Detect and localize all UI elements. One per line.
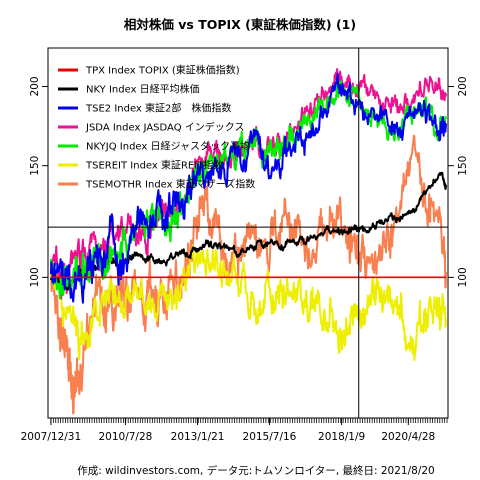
x-tick-label: 2007/12/31: [21, 431, 82, 443]
y-right-tick-label: 150: [457, 156, 469, 176]
legend-label: NKY Index 日経平均株価: [86, 83, 200, 96]
legend-item: JSDA Index JASDAQ インデックス: [58, 121, 244, 134]
y-axis-right: 100 150 200: [448, 76, 469, 287]
legend-label: NKYJQ Index 日経ジャスダック平均: [86, 140, 250, 153]
legend-label: JSDA Index JASDAQ インデックス: [85, 121, 244, 134]
series-line-3: [49, 72, 447, 304]
legend-label: TSEREIT Index 東証REIT指数: [85, 159, 223, 172]
series-line-6: [49, 244, 447, 362]
legend-item: TSEMOTHR Index 東証マザーズ指数: [58, 178, 255, 191]
x-tick-label: 2020/4/28: [381, 431, 435, 443]
legend-label: TPX Index TOPIX (東証株価指数): [85, 64, 240, 77]
legend-item: TSE2 Index 東証2部 株価指数: [58, 102, 231, 115]
plot-frame: [47, 47, 449, 419]
y-right-tick-label: 200: [457, 76, 469, 96]
series-line-7: [49, 134, 447, 415]
legend-item: NKY Index 日経平均株価: [58, 83, 200, 96]
x-tick-label: 2013/1/21: [171, 431, 225, 443]
x-tick-label: 2018/1/9: [318, 431, 365, 443]
x-tick-label: 2015/7/16: [243, 431, 297, 443]
y-left-tick-label: 100: [29, 267, 41, 287]
legend-item: NKYJQ Index 日経ジャスダック平均: [58, 140, 250, 153]
legend-label: TSE2 Index 東証2部 株価指数: [85, 102, 231, 115]
legend-label: TSEMOTHR Index 東証マザーズ指数: [85, 178, 255, 191]
y-right-tick-label: 100: [457, 267, 469, 287]
chart-title: 相対株価 vs TOPIX (東証株価指数) (1): [124, 17, 356, 32]
plot-area: [48, 48, 448, 418]
y-left-tick-label: 150: [29, 156, 41, 176]
legend-item: TPX Index TOPIX (東証株価指数): [58, 64, 240, 77]
y-axis-left: 100 150 200: [29, 76, 48, 287]
x-axis: 2007/12/31 2010/7/28 2013/1/21 2015/7/16 201…: [21, 418, 448, 443]
legend-item: TSEREIT Index 東証REIT指数: [58, 159, 223, 172]
legend: TPX Index TOPIX (東証株価指数) NKY Index 日経平均株価…: [58, 64, 255, 191]
chart-footer: 作成: wildinvestors.com, データ元:トムソンロイター, 最終…: [77, 464, 434, 477]
x-tick-label: 2010/7/28: [98, 431, 152, 443]
y-left-tick-label: 200: [29, 76, 41, 96]
series-lines: [49, 68, 447, 415]
